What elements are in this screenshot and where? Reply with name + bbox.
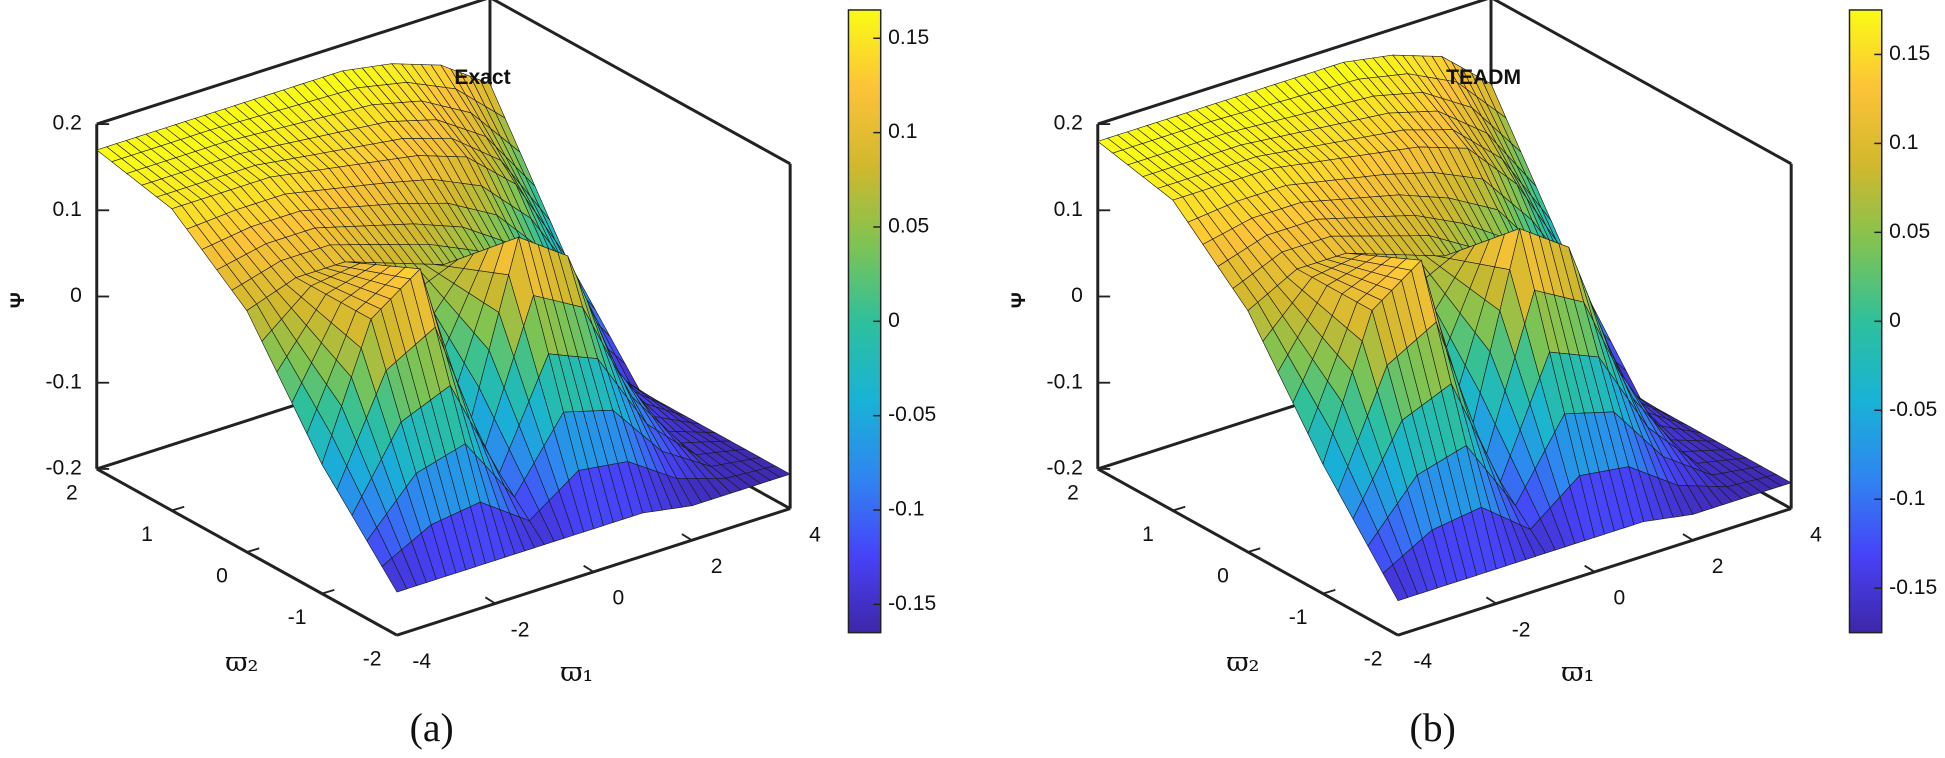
- y-tick-label: 1: [1142, 523, 1154, 546]
- chart-title: Exact: [454, 66, 510, 89]
- y-axis: [96, 467, 398, 637]
- y-tick: [171, 505, 185, 512]
- y-axis-label: ϖ₂: [1226, 647, 1259, 678]
- colorbar-tick-label: 0.1: [888, 120, 917, 143]
- x-tick-label: -2: [511, 618, 530, 641]
- z-tick-label: 0.1: [1054, 198, 1083, 221]
- y-axis-label: ϖ₂: [225, 647, 258, 678]
- colorbar-tick-label: 0.05: [1889, 220, 1930, 243]
- x-tick-label: 2: [711, 555, 723, 578]
- colorbar-tick-label: 0: [1889, 309, 1901, 332]
- y-tick-label: 0: [1217, 564, 1229, 587]
- colorbar-tick-label: 0.1: [1889, 131, 1918, 154]
- x-tick: [583, 564, 595, 573]
- y-tick: [396, 630, 410, 637]
- x-tick-label: -4: [412, 650, 431, 673]
- x-axis-label: ϖ₁: [560, 657, 593, 688]
- x-tick: [386, 628, 398, 636]
- y-tick: [1247, 547, 1261, 553]
- surface-facet: [381, 557, 408, 593]
- colorbar-tick-label: -0.05: [888, 403, 936, 426]
- x-tick: [1387, 628, 1399, 636]
- surface-facet: [1382, 564, 1409, 602]
- colorbar-tick-label: -0.15: [1889, 576, 1937, 599]
- x-tick-label: 4: [809, 523, 821, 546]
- y-axis: [1097, 467, 1399, 637]
- x-tick-label: 0: [612, 587, 624, 610]
- panel: -0.2 -0.1 0 0.1 0.2 -2 -1 0 1 2 -4 -2 0 2 4 TEADM ϖ₁ ϖ₂ Ψ (…: [1008, 0, 1937, 750]
- z-axis-label: Ψ: [1008, 292, 1030, 308]
- x-tick: [779, 501, 791, 510]
- x-tick-label: 2: [1712, 555, 1724, 578]
- caption: (a): [410, 706, 454, 750]
- y-tick-label: 2: [66, 481, 78, 504]
- x-tick-label: 0: [1614, 587, 1626, 610]
- y-tick: [96, 464, 110, 470]
- x-tick: [1584, 564, 1596, 573]
- caption: (b): [1410, 706, 1456, 750]
- z-tick-label: -0.2: [1047, 456, 1083, 479]
- z-tick-label: 0: [1071, 284, 1083, 307]
- x-tick: [484, 596, 496, 605]
- box-edge: [96, 0, 488, 126]
- y-tick-label: 1: [141, 523, 153, 546]
- colorbar-tick-label: -0.1: [888, 498, 924, 521]
- z-tick-label: -0.1: [46, 370, 82, 393]
- y-tick: [321, 588, 335, 595]
- y-tick: [246, 547, 260, 553]
- y-tick: [1322, 588, 1336, 595]
- colorbar-tick-label: -0.1: [1889, 487, 1925, 510]
- colorbar-tick-label: -0.15: [888, 592, 936, 615]
- y-tick-label: -2: [1364, 648, 1383, 671]
- x-tick: [1682, 533, 1694, 542]
- y-tick-label: 2: [1067, 481, 1079, 504]
- z-tick-label: 0: [70, 284, 82, 307]
- colorbar-tick-label: 0: [888, 309, 900, 332]
- y-tick: [1097, 464, 1111, 470]
- z-tick-label: -0.1: [1047, 370, 1083, 393]
- x-tick-label: -2: [1512, 618, 1531, 641]
- z-axis-label: Ψ: [7, 292, 29, 308]
- x-axis-label: ϖ₁: [1561, 657, 1594, 688]
- y-tick-label: -1: [1289, 606, 1308, 629]
- colorbar-tick-label: 0.15: [888, 26, 929, 49]
- panel: -0.2 -0.1 0 0.1 0.2 -2 -1 0 1 2 -4 -2 0 2 4 Exact ϖ₁ ϖ₂ Ψ (…: [7, 0, 936, 750]
- colorbar-tick-label: -0.05: [1889, 398, 1937, 421]
- x-tick: [681, 533, 693, 542]
- colorbar: [847, 9, 882, 634]
- y-tick: [1172, 505, 1186, 512]
- x-tick: [1485, 596, 1497, 605]
- z-tick-label: 0.2: [1054, 112, 1083, 135]
- colorbar-tick-label: 0.05: [888, 215, 929, 238]
- colorbar-tick-label: 0.15: [1889, 42, 1930, 65]
- z-tick-label: -0.2: [46, 456, 82, 479]
- z-tick-label: 0.2: [53, 112, 82, 135]
- x-tick-label: -4: [1413, 650, 1432, 673]
- y-tick: [1397, 630, 1411, 637]
- y-tick-label: -1: [288, 606, 307, 629]
- box-edge: [491, 0, 791, 166]
- z-tick-label: 0.1: [53, 198, 82, 221]
- y-tick-label: -2: [363, 648, 382, 671]
- x-tick-label: 4: [1810, 523, 1822, 546]
- x-tick: [1780, 501, 1792, 510]
- y-tick-label: 0: [216, 564, 228, 587]
- chart-title: TEADM: [1446, 66, 1521, 89]
- box-edge: [1492, 0, 1792, 166]
- box-edge: [1097, 0, 1489, 126]
